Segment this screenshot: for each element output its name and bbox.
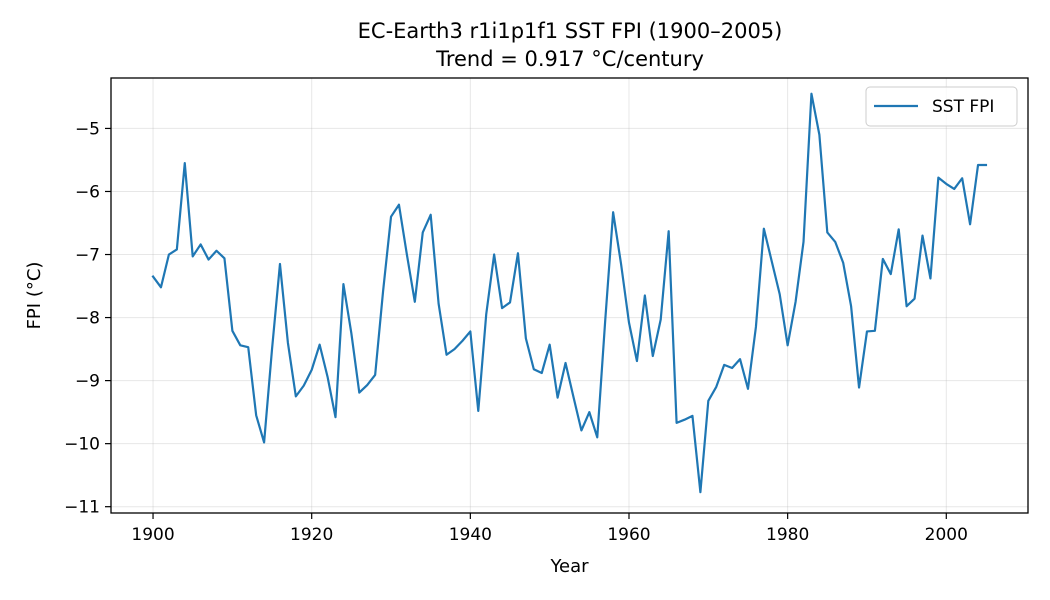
y-tick-label: −10 (64, 435, 100, 455)
legend: SST FPI (865, 86, 1018, 127)
series-line-sst-fpi (151, 92, 988, 494)
x-tick-label: 1940 (449, 525, 492, 545)
y-tick-label: −5 (75, 119, 100, 139)
legend-box (865, 86, 1018, 127)
y-axis-label: FPI (°C) (24, 262, 45, 330)
y-tick-label: −8 (75, 309, 100, 329)
x-tick-label: 1900 (131, 525, 174, 545)
grid (111, 78, 1028, 513)
x-tick-label: 1960 (607, 525, 650, 545)
legend-label-sst-fpi: SST FPI (932, 97, 994, 117)
axes: 1900 1920 1940 1960 1980 2000 −11 −10 −9 −8 −7 −6 −5 (64, 119, 968, 545)
y-tick-label: −11 (64, 498, 100, 518)
chart-subtitle: Trend = 0.917 °C/century (435, 47, 704, 71)
plot-area (151, 92, 988, 494)
y-tick-label: −6 (75, 182, 100, 202)
y-tick-label: −9 (75, 372, 100, 392)
chart-title: EC-Earth3 r1i1p1f1 SST FPI (1900–2005) (358, 19, 783, 43)
y-tick-label: −7 (75, 246, 100, 266)
plot-frame (110, 77, 1029, 514)
x-tick-label: 2000 (925, 525, 968, 545)
x-axis-label: Year (549, 556, 589, 577)
x-tick-label: 1980 (766, 525, 809, 545)
x-tick-label: 1920 (290, 525, 333, 545)
